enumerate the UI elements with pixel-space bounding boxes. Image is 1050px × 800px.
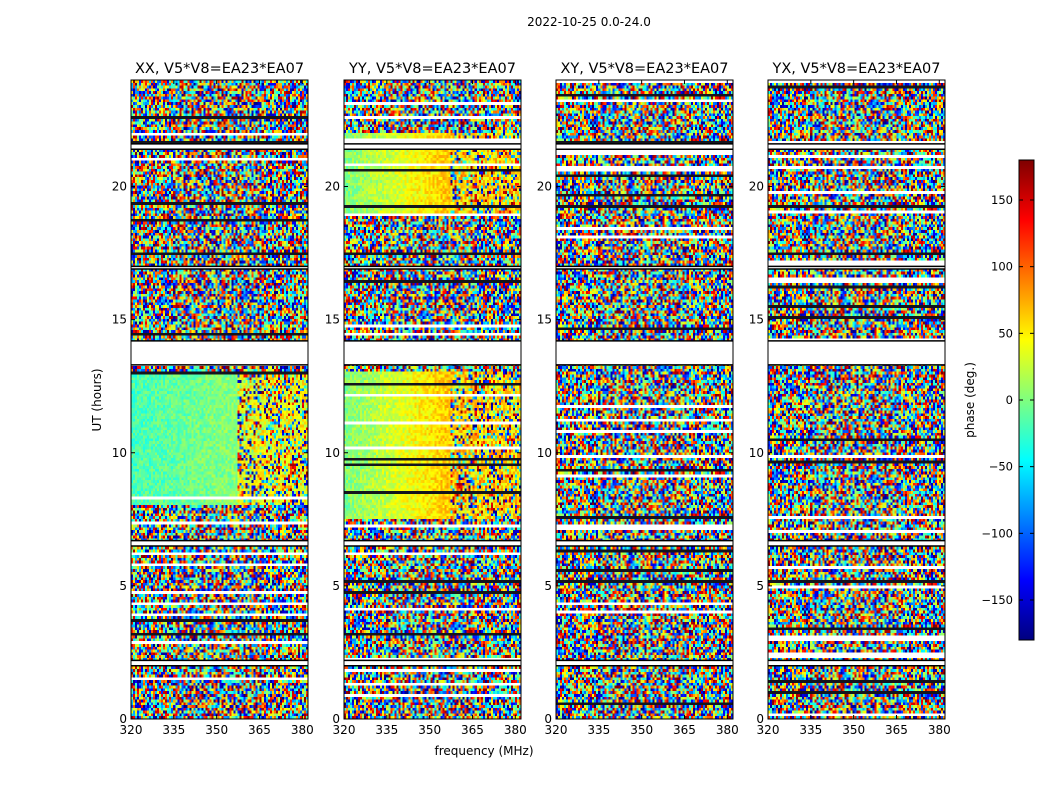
y-tick-label: 15 (112, 313, 127, 327)
colorbar-tick-label: −100 (981, 526, 1013, 540)
flagged-band (768, 660, 945, 666)
flagged-band (344, 266, 521, 270)
panel-yx: YX, V5*V8=EA23*EA07 320 335 350 365 380 0 5 10 15… (749, 61, 951, 737)
y-tick-label: 15 (325, 313, 340, 327)
x-tick-label: 320 (545, 723, 568, 737)
flagged-band (768, 143, 945, 150)
figure-suptitle: 2022-10-25 0.0-24.0 (527, 15, 651, 29)
y-tick-label: 0 (119, 712, 127, 726)
y-tick-label: 5 (544, 579, 552, 593)
x-tick-label: 350 (418, 723, 441, 737)
y-tick-label: 10 (749, 446, 764, 460)
flagged-band (556, 266, 733, 270)
flagged-band (556, 340, 733, 365)
panel-frame (767, 79, 946, 720)
panel-xy: XY, V5*V8=EA23*EA07 320 335 350 365 380 0 5 10 15… (537, 61, 739, 737)
y-tick-label: 20 (325, 180, 340, 194)
flagged-band (556, 143, 733, 150)
panel-frame (130, 79, 309, 720)
flagged-band (131, 266, 308, 270)
x-tick-label: 320 (333, 723, 356, 737)
x-tick-label: 380 (716, 723, 739, 737)
x-tick-label: 365 (461, 723, 484, 737)
colorbar-tick-label: 0 (1006, 393, 1013, 407)
colorbar-tick-label: 150 (991, 193, 1013, 207)
flagged-band (344, 340, 521, 365)
flagged-band (131, 143, 308, 150)
flagged-band (344, 540, 521, 546)
colorbar-tick-label: 50 (998, 326, 1013, 340)
flagged-band (768, 540, 945, 546)
flagged-band (556, 540, 733, 546)
flagged-band (556, 660, 733, 666)
y-tick-label: 5 (332, 579, 340, 593)
panel-yy: YY, V5*V8=EA23*EA07 320 335 350 365 380 0 5 10 15… (325, 61, 527, 737)
y-tick-label: 0 (544, 712, 552, 726)
y-tick-label: 10 (325, 446, 340, 460)
panel-title: XY, V5*V8=EA23*EA07 (560, 61, 728, 77)
phase-heatmap (131, 80, 308, 719)
y-tick-label: 20 (749, 180, 764, 194)
panel-title: YX, V5*V8=EA23*EA07 (771, 61, 940, 77)
x-tick-label: 335 (587, 723, 610, 737)
flagged-band (131, 340, 308, 365)
x-tick-label: 335 (375, 723, 398, 737)
x-tick-label: 320 (757, 723, 780, 737)
phase-heatmap (344, 80, 521, 719)
y-tick-label: 0 (332, 712, 340, 726)
x-tick-label: 365 (248, 723, 271, 737)
y-tick-label: 0 (756, 712, 764, 726)
y-tick-label: 20 (537, 180, 552, 194)
x-tick-label: 380 (504, 723, 527, 737)
colorbar-tick-label: 100 (991, 260, 1013, 274)
panel-title: XX, V5*V8=EA23*EA07 (135, 61, 304, 77)
flagged-band (344, 660, 521, 666)
colorbar-tick-label: −50 (989, 460, 1013, 474)
x-tick-label: 350 (842, 723, 865, 737)
panel-title: YY, V5*V8=EA23*EA07 (348, 61, 516, 77)
x-tick-label: 320 (120, 723, 143, 737)
colorbar-label: phase (deg.) (963, 362, 977, 438)
x-tick-label: 350 (630, 723, 653, 737)
x-axis-label: frequency (MHz) (434, 744, 533, 758)
flagged-band (131, 540, 308, 546)
y-tick-label: 10 (112, 446, 127, 460)
phase-heatmap (556, 80, 733, 719)
flagged-band (768, 340, 945, 365)
panel-frame (555, 79, 734, 720)
y-axis-label: UT (hours) (90, 368, 104, 431)
y-tick-label: 20 (112, 180, 127, 194)
flagged-band (768, 266, 945, 270)
flagged-band (131, 660, 308, 666)
y-tick-label: 5 (119, 579, 127, 593)
colorbar-tick-label: −150 (981, 593, 1013, 607)
x-tick-label: 335 (799, 723, 822, 737)
y-tick-label: 10 (537, 446, 552, 460)
y-tick-label: 15 (749, 313, 764, 327)
x-tick-label: 350 (205, 723, 228, 737)
x-tick-label: 365 (885, 723, 908, 737)
y-tick-label: 15 (537, 313, 552, 327)
panel-xx: XX, V5*V8=EA23*EA07 320 335 350 365 380 0 5 10 15… (112, 61, 314, 737)
panel-frame (343, 79, 522, 720)
x-tick-label: 380 (928, 723, 951, 737)
x-tick-label: 365 (673, 723, 696, 737)
phase-heatmap (768, 80, 945, 719)
x-tick-label: 380 (291, 723, 314, 737)
flagged-band (344, 143, 521, 150)
y-tick-label: 5 (756, 579, 764, 593)
colorbar: −150 −100 −50 0 50 100 150 (981, 159, 1035, 641)
x-tick-label: 335 (162, 723, 185, 737)
